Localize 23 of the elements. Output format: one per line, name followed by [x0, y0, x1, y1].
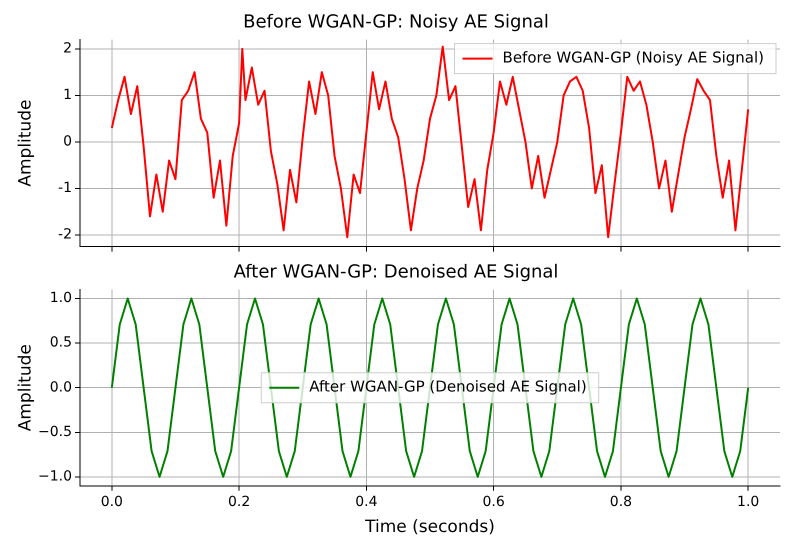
x-tick-label: 1.0: [737, 494, 760, 510]
x-tick-label: 0.0: [100, 494, 123, 510]
chart-title: Before WGAN-GP: Noisy AE Signal: [243, 11, 549, 32]
y-tick-label: 1.0: [50, 290, 72, 306]
y-tick-label: −1.0: [38, 468, 72, 485]
legend-label: Before WGAN-GP (Noisy AE Signal): [502, 48, 764, 66]
y-tick-label: −0.5: [38, 424, 72, 440]
chart-title: After WGAN-GP: Denoised AE Signal: [234, 261, 558, 282]
y-tick-label: -2: [58, 226, 72, 243]
y-tick-label: -1: [58, 180, 72, 196]
y-axis-title: Amplitude: [16, 100, 36, 187]
y-tick-label: 0.5: [50, 334, 72, 351]
y-axis-title: Amplitude: [16, 344, 36, 432]
y-tick-label: 1: [63, 87, 72, 104]
x-axis-title: Time (seconds): [364, 517, 495, 538]
x-tick-label: 0.2: [228, 494, 250, 510]
x-tick-label: 0.8: [610, 494, 632, 510]
y-tick-label: 0: [63, 134, 72, 150]
x-tick-label: 0.6: [482, 494, 505, 510]
x-tick-label: 0.4: [355, 494, 378, 510]
y-tick-label: 2: [63, 40, 72, 57]
legend-label: After WGAN-GP (Denoised AE Signal): [309, 378, 587, 396]
y-tick-label: 0.0: [50, 379, 72, 396]
